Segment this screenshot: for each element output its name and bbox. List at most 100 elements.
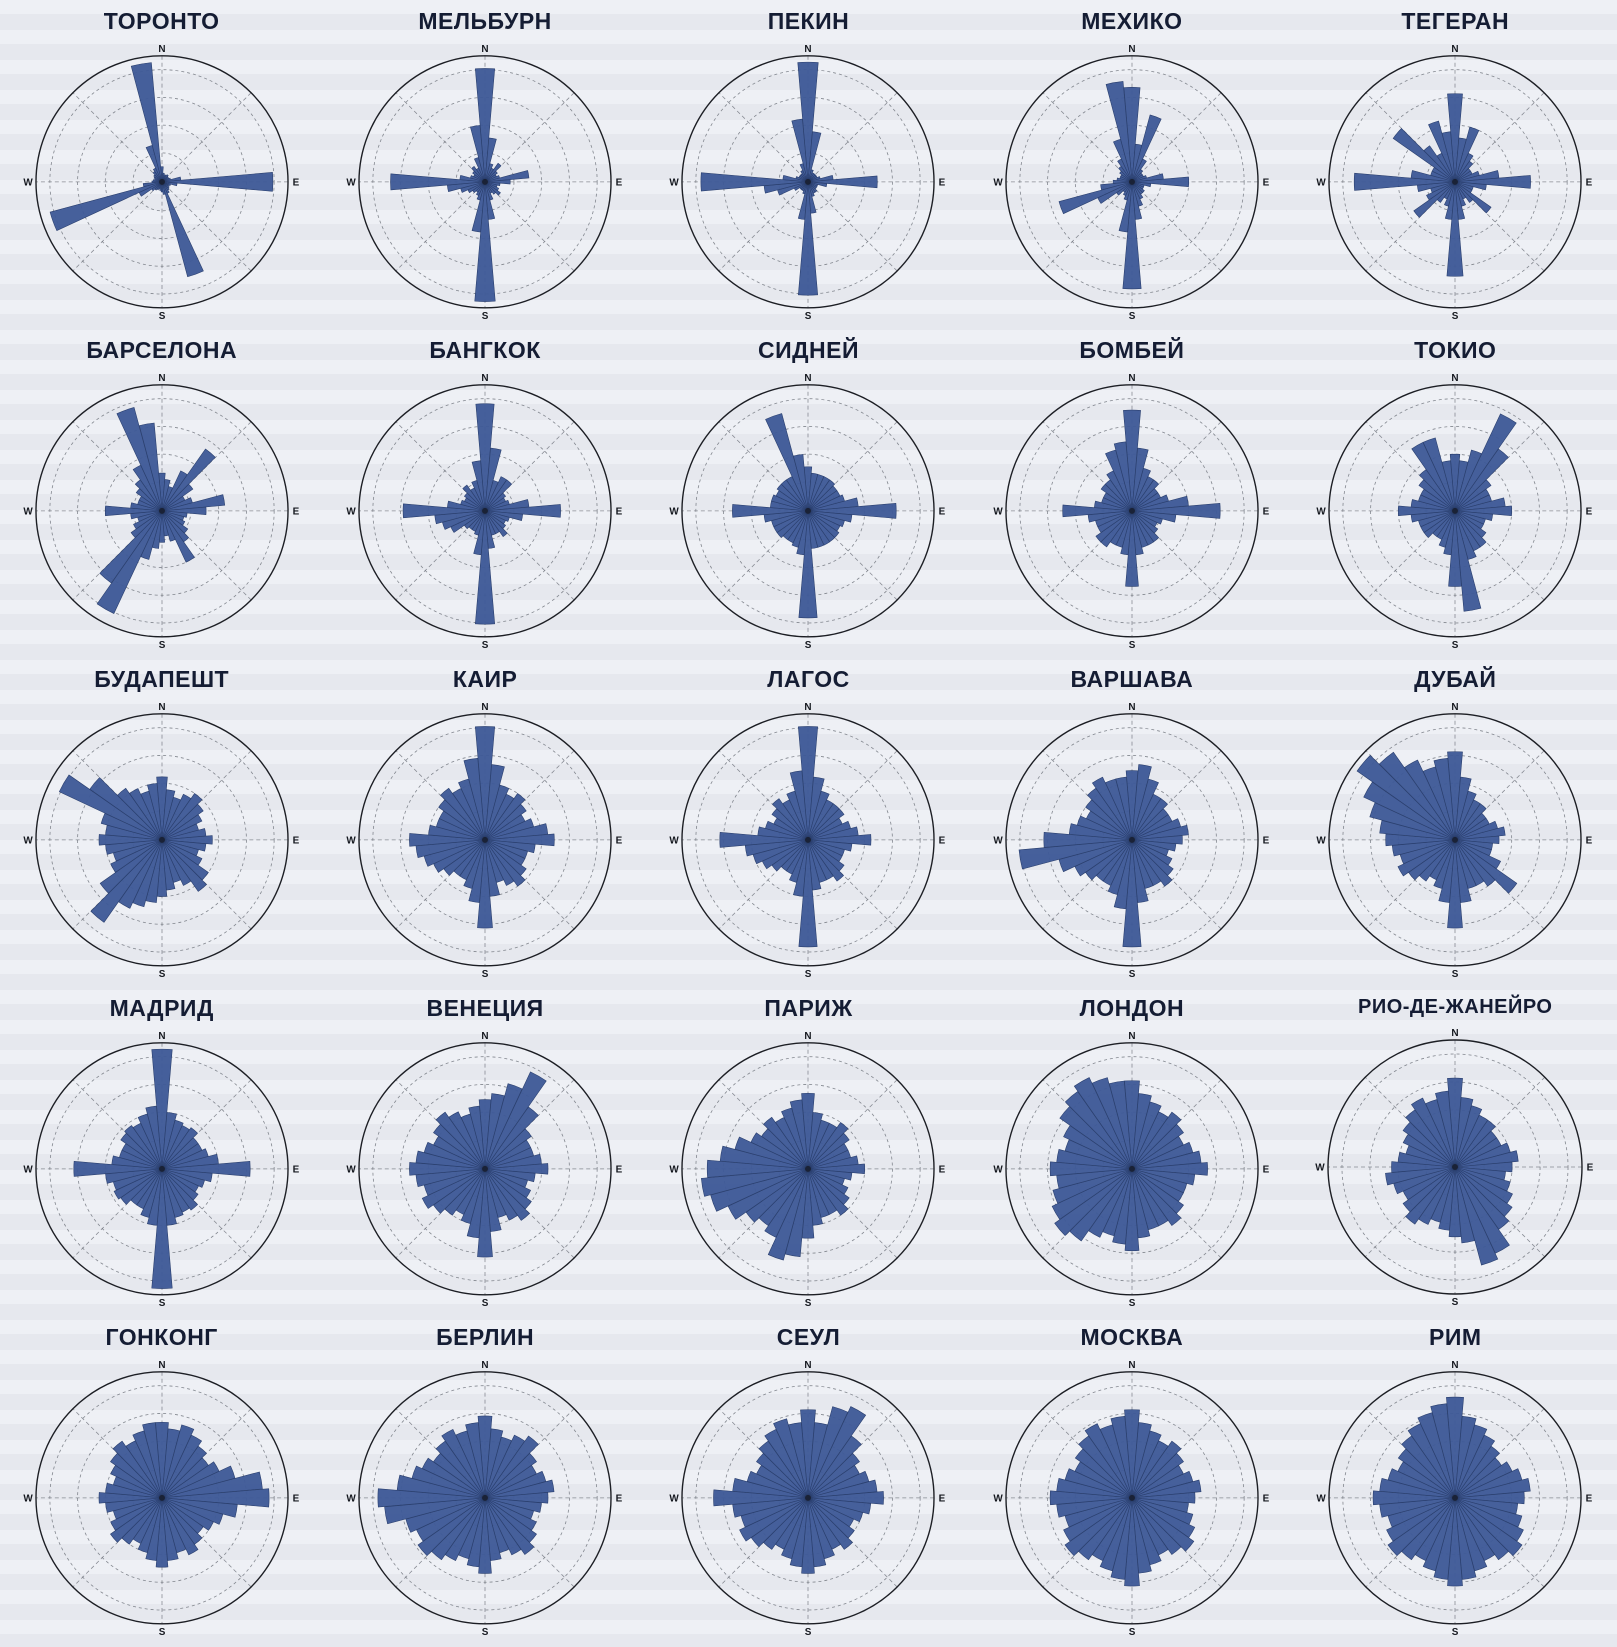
wind-petal xyxy=(409,1162,486,1176)
wind-petal xyxy=(1051,1168,1133,1221)
outer-circle xyxy=(358,1042,612,1296)
wind-petal xyxy=(409,833,486,847)
wind-petal xyxy=(798,726,819,841)
wind-petal xyxy=(96,510,162,615)
windrose-chart: N E S W xyxy=(1317,1360,1593,1638)
grid-ring xyxy=(1074,783,1189,898)
windrose-chart: N E S W xyxy=(23,1031,299,1309)
wind-petal xyxy=(1354,173,1456,192)
wind-petal xyxy=(735,1136,809,1170)
wind-petal xyxy=(99,839,162,894)
compass-label-w: W xyxy=(993,507,1003,518)
wind-petal xyxy=(390,173,486,191)
wind-petal xyxy=(484,804,527,841)
compass-label-n: N xyxy=(158,373,165,384)
wind-petal xyxy=(145,1106,162,1170)
wind-petal xyxy=(797,62,820,183)
chart-title: БАРСЕЛОНА xyxy=(86,337,238,363)
outer-circle xyxy=(34,55,289,309)
wind-petal xyxy=(765,821,809,841)
compass-label-e: E xyxy=(292,836,299,847)
chart-cell: СЕУЛ N E S W xyxy=(647,1316,970,1645)
compass-label-n: N xyxy=(1128,1031,1135,1042)
wind-petal xyxy=(1454,1424,1488,1499)
wind-petal xyxy=(1455,826,1506,841)
wind-petal xyxy=(471,460,486,512)
chart-title: БЕРЛИН xyxy=(436,1324,535,1350)
windrose-chart: N E S W xyxy=(346,373,622,651)
wind-petal xyxy=(1455,1497,1510,1561)
wind-petal xyxy=(1356,755,1456,841)
wind-petal xyxy=(484,181,497,195)
wind-petal xyxy=(1379,752,1456,841)
grid-ring xyxy=(695,398,922,624)
compass-label-e: E xyxy=(1263,836,1270,847)
wind-petal xyxy=(1059,1106,1133,1170)
wind-petal xyxy=(1363,782,1456,841)
wind-petal xyxy=(808,1122,849,1170)
windrose-chart: N E S W xyxy=(1317,702,1593,980)
wind-petal xyxy=(384,1497,486,1525)
wind-petal xyxy=(1131,798,1168,841)
wind-petal xyxy=(161,510,195,563)
wind-petal xyxy=(161,182,166,196)
compass-label-n: N xyxy=(805,1360,812,1371)
wind-petal xyxy=(808,808,845,841)
wind-petal xyxy=(1052,1168,1132,1205)
chart-title: ТОРОНТО xyxy=(103,8,220,34)
compass-label-s: S xyxy=(1452,1297,1459,1308)
chart-title: ТЕГЕРАН xyxy=(1401,8,1510,34)
chart-title: ЛОНДОН xyxy=(1079,995,1185,1021)
wind-petal xyxy=(1131,503,1221,520)
wind-petal xyxy=(462,484,486,512)
wind-petal xyxy=(484,163,502,183)
wind-petal xyxy=(781,1498,809,1560)
windrose-chart: N E S W xyxy=(993,1031,1269,1309)
outer-circle xyxy=(1328,713,1582,967)
wind-petal xyxy=(161,1497,214,1532)
compass-label-w: W xyxy=(1316,1163,1326,1174)
wind-petal xyxy=(808,839,845,882)
wind-petal xyxy=(1428,120,1456,183)
chart-title: СИДНЕЙ xyxy=(757,337,859,363)
wind-petal xyxy=(146,783,162,841)
wind-petal xyxy=(710,1168,809,1212)
compass-label-w: W xyxy=(670,1494,680,1505)
wind-petal xyxy=(800,1409,817,1499)
wind-petal xyxy=(1125,511,1139,588)
chart-cell: МАДРИД N E S W xyxy=(0,987,323,1316)
wind-petal xyxy=(1447,1077,1464,1168)
center-hub xyxy=(1452,1495,1459,1502)
chart-cell: СИДНЕЙ N E S W xyxy=(647,329,970,658)
compass-label-n: N xyxy=(158,44,165,55)
wind-petal xyxy=(142,181,162,188)
compass-label-s: S xyxy=(1452,969,1459,980)
wind-petal xyxy=(1064,1497,1133,1557)
grid-ring xyxy=(1341,1053,1569,1281)
wind-petal xyxy=(161,804,204,841)
wind-petal xyxy=(1446,1397,1465,1499)
wind-petal xyxy=(1122,410,1141,512)
compass-label-w: W xyxy=(346,1165,356,1176)
wind-petal xyxy=(1455,1119,1497,1168)
chart-cell: БАРСЕЛОНА N E S W xyxy=(0,329,323,658)
wind-petal xyxy=(161,1168,198,1211)
wind-petal xyxy=(1131,1124,1184,1170)
windrose-chart: N E S W xyxy=(346,1360,622,1638)
wind-petal xyxy=(161,511,176,542)
wind-petal xyxy=(1131,114,1162,183)
outer-circle xyxy=(358,713,612,967)
grid-ring xyxy=(372,727,598,953)
wind-petal xyxy=(1454,1166,1511,1254)
wind-petal xyxy=(1131,778,1159,841)
outer-circle xyxy=(34,384,289,638)
outer-circle xyxy=(358,1371,612,1625)
grid-ring xyxy=(1342,1385,1568,1611)
wind-petal xyxy=(1058,181,1132,215)
compass-label-n: N xyxy=(482,1031,489,1042)
wind-petal xyxy=(1131,1162,1208,1176)
wind-petal xyxy=(484,510,508,538)
grid-ring xyxy=(1342,69,1568,295)
grid-ring xyxy=(1019,727,1245,953)
windrose-chart: N E S W xyxy=(993,1360,1269,1638)
